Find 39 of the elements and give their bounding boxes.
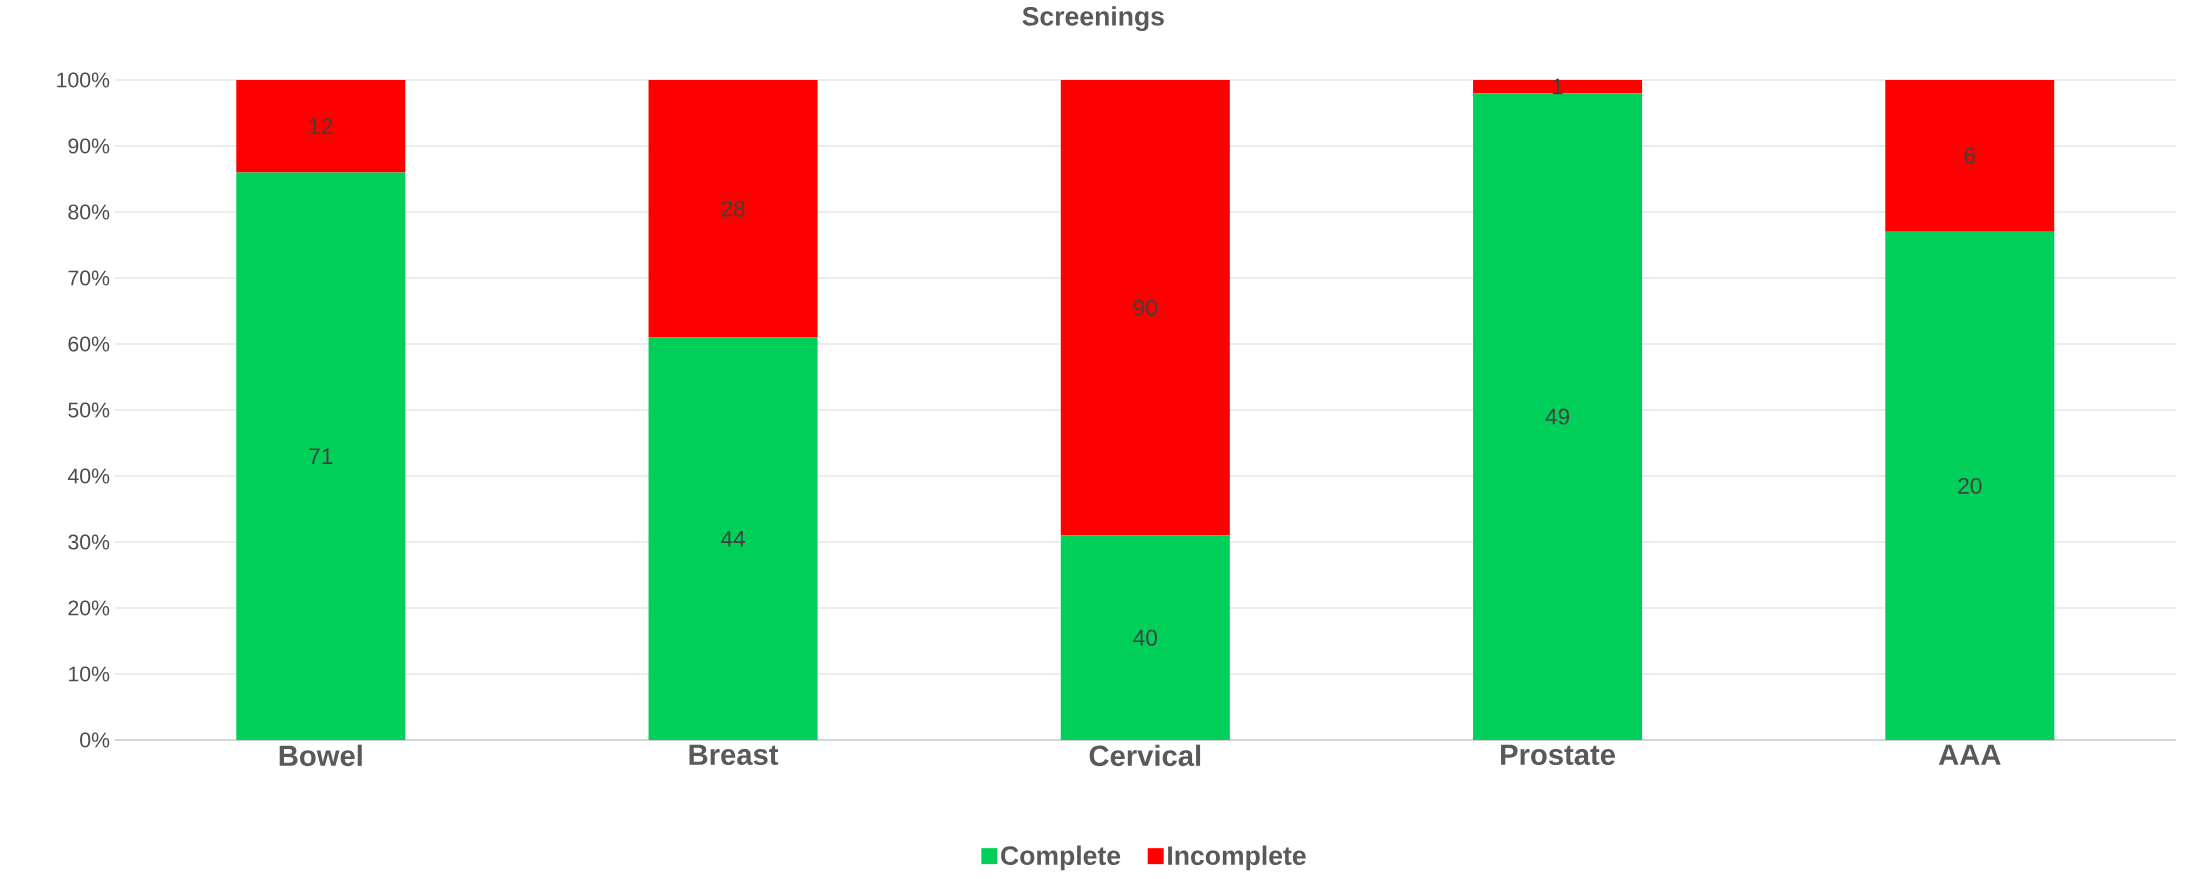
x-tick-label: AAA <box>1938 744 2001 765</box>
bar <box>236 80 406 173</box>
x-tick-label: Prostate <box>1501 744 1616 766</box>
y-tick-label: 50% <box>68 402 110 418</box>
chart-title: Screenings <box>1022 6 1164 32</box>
annotation: 1 <box>1553 78 1563 95</box>
annotation: 49 <box>1545 408 1570 425</box>
annotation: 90 <box>1133 299 1157 316</box>
y-tick-label: 40% <box>67 468 110 484</box>
legend-label: Complete <box>1001 845 1121 871</box>
bar <box>1885 80 2055 232</box>
y-tick-label: 60% <box>68 336 110 352</box>
annotation: 40 <box>1133 629 1157 646</box>
bar <box>648 337 818 741</box>
y-tick-label: 80% <box>68 204 110 220</box>
annotation: 12 <box>309 118 333 135</box>
y-tick-label: 10% <box>69 666 110 682</box>
bar <box>1060 535 1230 741</box>
bar <box>648 80 818 338</box>
annotation: 28 <box>721 200 745 217</box>
y-tick-label: 70% <box>68 270 110 286</box>
bar <box>1473 93 1643 741</box>
bar <box>1473 80 1643 94</box>
annotation: 71 <box>309 448 333 465</box>
x-tick-label: Cervical <box>1089 744 1201 767</box>
annotation: 44 <box>721 531 745 547</box>
y-tick-label: 90% <box>68 138 110 154</box>
legend-label: Incomplete <box>1168 845 1306 871</box>
annotation: 6 <box>1964 148 1976 165</box>
y-tick-label: 20% <box>68 600 110 616</box>
bar <box>1060 80 1230 536</box>
x-tick-label: Breast <box>689 744 779 766</box>
y-tick-label: 0% <box>80 732 110 748</box>
y-tick-label: 30% <box>68 534 110 550</box>
annotation: 20 <box>1958 478 1982 495</box>
y-tick-label: 100% <box>57 72 110 88</box>
x-tick-label: Bowel <box>279 744 362 767</box>
bar <box>1885 231 2055 741</box>
bar <box>236 172 406 741</box>
